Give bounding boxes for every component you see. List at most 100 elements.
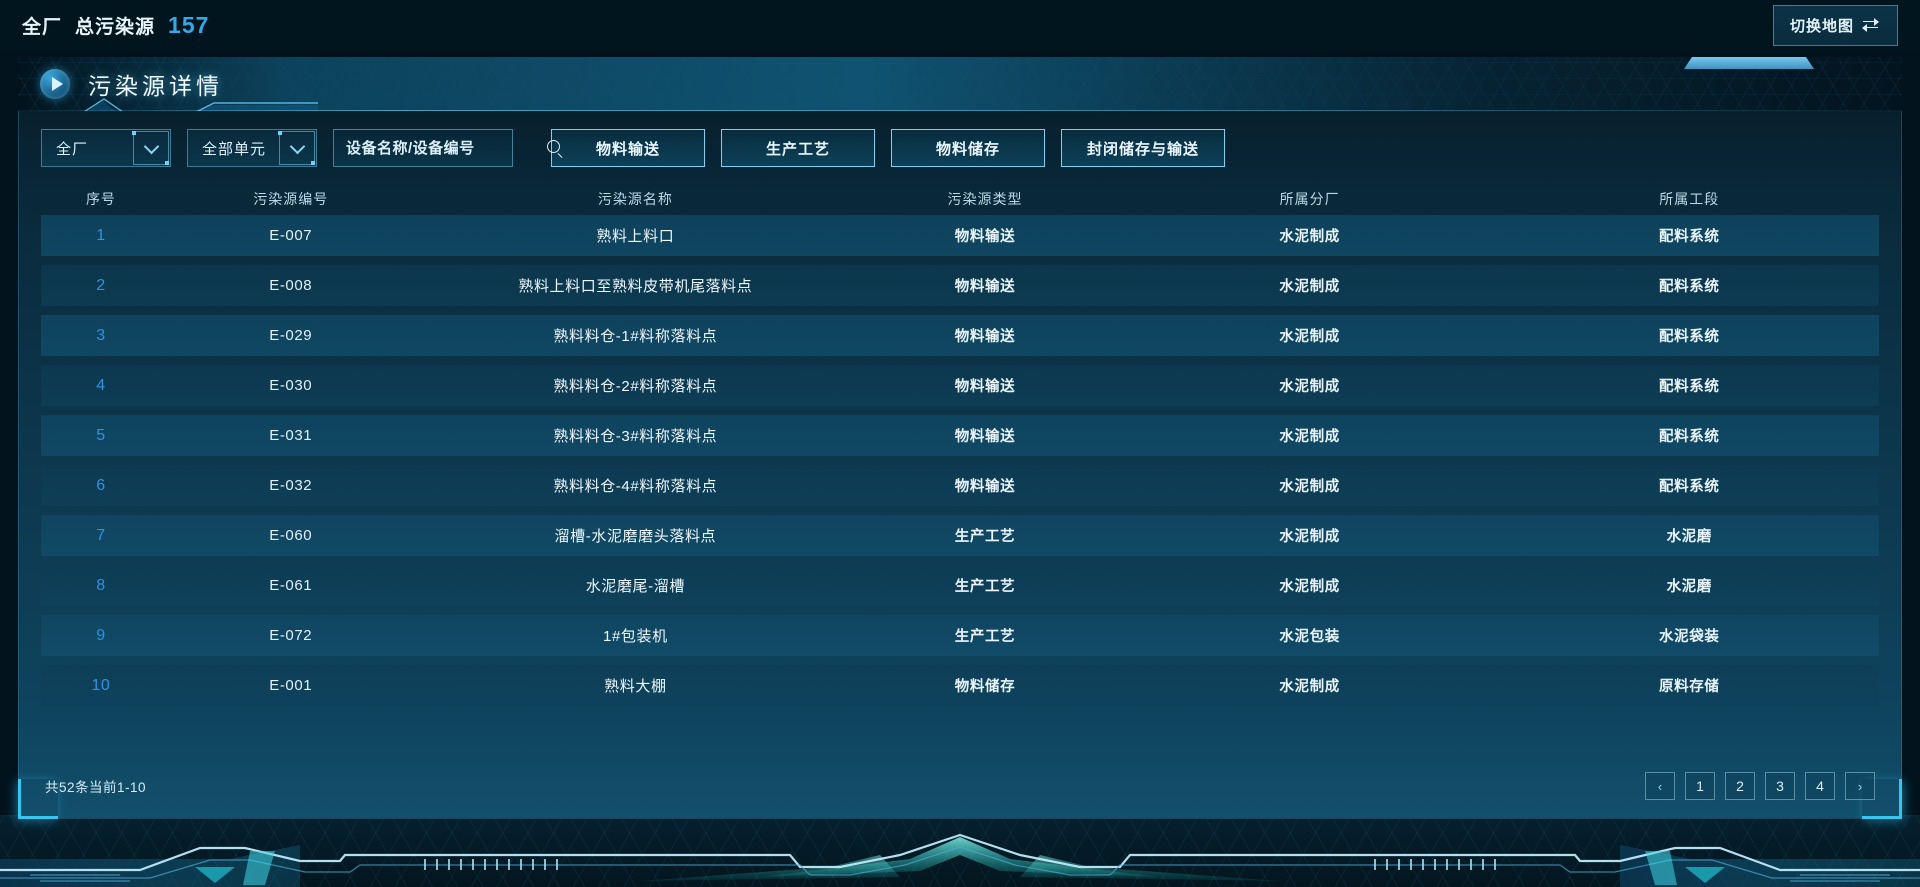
plant-select[interactable]: 全厂 xyxy=(41,129,171,167)
cell-plant: 水泥制成 xyxy=(1279,479,1340,495)
pagination-page-4[interactable]: 4 xyxy=(1805,772,1835,800)
metric-value: 157 xyxy=(168,11,210,38)
cell-index: 2 xyxy=(96,276,106,294)
pollution-source-panel: 污染源详情 全厂 全部单元 xyxy=(18,57,1902,819)
chevron-down-icon[interactable] xyxy=(133,131,169,165)
unit-select[interactable]: 全部单元 xyxy=(187,129,317,167)
cell-plant: 水泥制成 xyxy=(1279,329,1340,345)
cell-index: 4 xyxy=(96,376,106,394)
cell-name: 熟料料仓-3#料称落料点 xyxy=(553,428,718,445)
cell-section: 原料存储 xyxy=(1659,679,1720,695)
category-button-label: 物料输送 xyxy=(595,140,660,158)
cell-section: 配料系统 xyxy=(1659,429,1720,445)
search-icon[interactable] xyxy=(547,140,563,156)
cell-name: 熟料料仓-2#料称落料点 xyxy=(553,378,718,395)
table-row[interactable]: 8 E-061 水泥磨尾-溜槽 生产工艺 水泥制成 水泥磨 xyxy=(41,565,1879,606)
hud-graphic xyxy=(0,833,1920,887)
chevron-down-icon[interactable] xyxy=(279,131,315,165)
search-input[interactable] xyxy=(346,139,547,157)
search-box[interactable] xyxy=(333,129,560,167)
table-row[interactable]: 1 E-007 熟料上料口 物料输送 水泥制成 配料系统 xyxy=(41,215,1879,256)
category-button-label: 生产工艺 xyxy=(765,140,830,158)
panel-title-bar: 污染源详情 xyxy=(18,57,1902,111)
cell-code: E-031 xyxy=(269,427,313,444)
cell-index: 1 xyxy=(96,226,106,244)
cell-type: 物料输送 xyxy=(954,429,1016,445)
category-button-label: 物料储存 xyxy=(935,140,1000,158)
title-notch-decoration xyxy=(1684,57,1814,69)
pagination-page-2[interactable]: 2 xyxy=(1725,772,1755,800)
cell-index: 8 xyxy=(96,576,106,594)
swap-arrows-icon xyxy=(1862,18,1881,32)
cell-code: E-061 xyxy=(269,577,313,594)
cell-name: 熟料上料口 xyxy=(596,228,675,245)
cell-code: E-030 xyxy=(269,377,313,394)
cell-section: 配料系统 xyxy=(1659,279,1720,295)
cell-section: 水泥磨 xyxy=(1666,529,1712,545)
table-row[interactable]: 4 E-030 熟料料仓-2#料称落料点 物料输送 水泥制成 配料系统 xyxy=(41,365,1879,406)
table-row[interactable]: 9 E-072 1#包装机 生产工艺 水泥包装 水泥袋装 xyxy=(41,615,1879,656)
pagination-next-button[interactable]: › xyxy=(1845,772,1875,800)
cell-plant: 水泥制成 xyxy=(1279,379,1340,395)
cell-name: 熟料大棚 xyxy=(604,678,667,695)
table-row[interactable]: 5 E-031 熟料料仓-3#料称落料点 物料输送 水泥制成 配料系统 xyxy=(41,415,1879,456)
cell-name: 水泥磨尾-溜槽 xyxy=(585,578,685,595)
table-footer: 共52条当前1-10 ‹ 1 2 3 4 › xyxy=(19,772,1901,800)
cell-type: 生产工艺 xyxy=(954,529,1016,545)
cell-code: E-007 xyxy=(269,227,313,244)
table-row[interactable]: 3 E-029 熟料料仓-1#料称落料点 物料输送 水泥制成 配料系统 xyxy=(41,315,1879,356)
cell-code: E-029 xyxy=(269,327,313,344)
category-button-enclosed-storage-transport[interactable]: 封闭储存与输送 xyxy=(1061,129,1225,167)
cell-section: 配料系统 xyxy=(1659,479,1720,495)
cell-type: 物料输送 xyxy=(954,229,1016,245)
cell-plant: 水泥包装 xyxy=(1279,629,1340,645)
top-bar: 全厂 总污染源 157 切换地图 xyxy=(0,0,1920,50)
cell-type: 物料输送 xyxy=(954,479,1016,495)
bottom-hud-decoration xyxy=(0,815,1920,887)
cell-plant: 水泥制成 xyxy=(1279,229,1340,245)
table-row[interactable]: 7 E-060 溜槽-水泥磨磨头落料点 生产工艺 水泥制成 水泥磨 xyxy=(41,515,1879,556)
panel-body: 全厂 全部单元 物料输送 xyxy=(18,111,1902,819)
category-button-material-transport[interactable]: 物料输送 xyxy=(551,129,705,167)
column-header-plant: 所属分厂 xyxy=(1279,191,1340,207)
column-header-type: 污染源类型 xyxy=(947,191,1023,207)
table-header-row: 序号 污染源编号 污染源名称 污染源类型 所属分厂 所属工段 xyxy=(41,183,1879,215)
category-button-production-process[interactable]: 生产工艺 xyxy=(721,129,875,167)
pagination-page-3[interactable]: 3 xyxy=(1765,772,1795,800)
cell-name: 熟料料仓-1#料称落料点 xyxy=(553,328,718,345)
metric-label: 总污染源 xyxy=(75,16,156,38)
scope-label: 全厂 xyxy=(22,16,63,38)
table-row[interactable]: 10 E-001 熟料大棚 物料储存 水泥制成 原料存储 xyxy=(41,665,1879,706)
cell-section: 水泥磨 xyxy=(1666,579,1712,595)
cell-type: 物料输送 xyxy=(954,279,1016,295)
cell-plant: 水泥制成 xyxy=(1279,279,1340,295)
cell-type: 生产工艺 xyxy=(954,579,1016,595)
cell-index: 5 xyxy=(96,426,106,444)
cell-code: E-072 xyxy=(269,627,313,644)
top-bar-metrics: 全厂 总污染源 157 xyxy=(22,12,209,39)
filter-toolbar: 全厂 全部单元 物料输送 xyxy=(19,111,1901,177)
column-header-name: 污染源名称 xyxy=(597,191,673,207)
category-button-material-storage[interactable]: 物料储存 xyxy=(891,129,1045,167)
table-row[interactable]: 6 E-032 熟料料仓-4#料称落料点 物料输送 水泥制成 配料系统 xyxy=(41,465,1879,506)
table-row[interactable]: 2 E-008 熟料上料口至熟料皮带机尾落料点 物料输送 水泥制成 配料系统 xyxy=(41,265,1879,306)
cell-section: 配料系统 xyxy=(1659,229,1720,245)
cell-name: 熟料上料口至熟料皮带机尾落料点 xyxy=(518,278,753,295)
page-title: 污染源详情 xyxy=(88,73,223,99)
cell-type: 物料储存 xyxy=(954,679,1016,695)
cell-plant: 水泥制成 xyxy=(1279,529,1340,545)
unit-select-value: 全部单元 xyxy=(202,140,267,158)
cell-name: 1#包装机 xyxy=(603,628,668,645)
cell-plant: 水泥制成 xyxy=(1279,579,1340,595)
cell-code: E-008 xyxy=(269,277,313,294)
cell-name: 熟料料仓-4#料称落料点 xyxy=(553,478,718,495)
switch-map-button[interactable]: 切换地图 xyxy=(1772,4,1898,46)
play-triangle-icon xyxy=(40,69,70,99)
pagination-prev-button[interactable]: ‹ xyxy=(1645,772,1675,800)
column-header-index: 序号 xyxy=(85,191,116,207)
cell-index: 7 xyxy=(96,526,106,544)
cell-code: E-032 xyxy=(269,477,313,494)
pagination-page-1[interactable]: 1 xyxy=(1685,772,1715,800)
record-count-text: 共52条当前1-10 xyxy=(45,780,147,795)
cell-type: 物料输送 xyxy=(954,379,1016,395)
